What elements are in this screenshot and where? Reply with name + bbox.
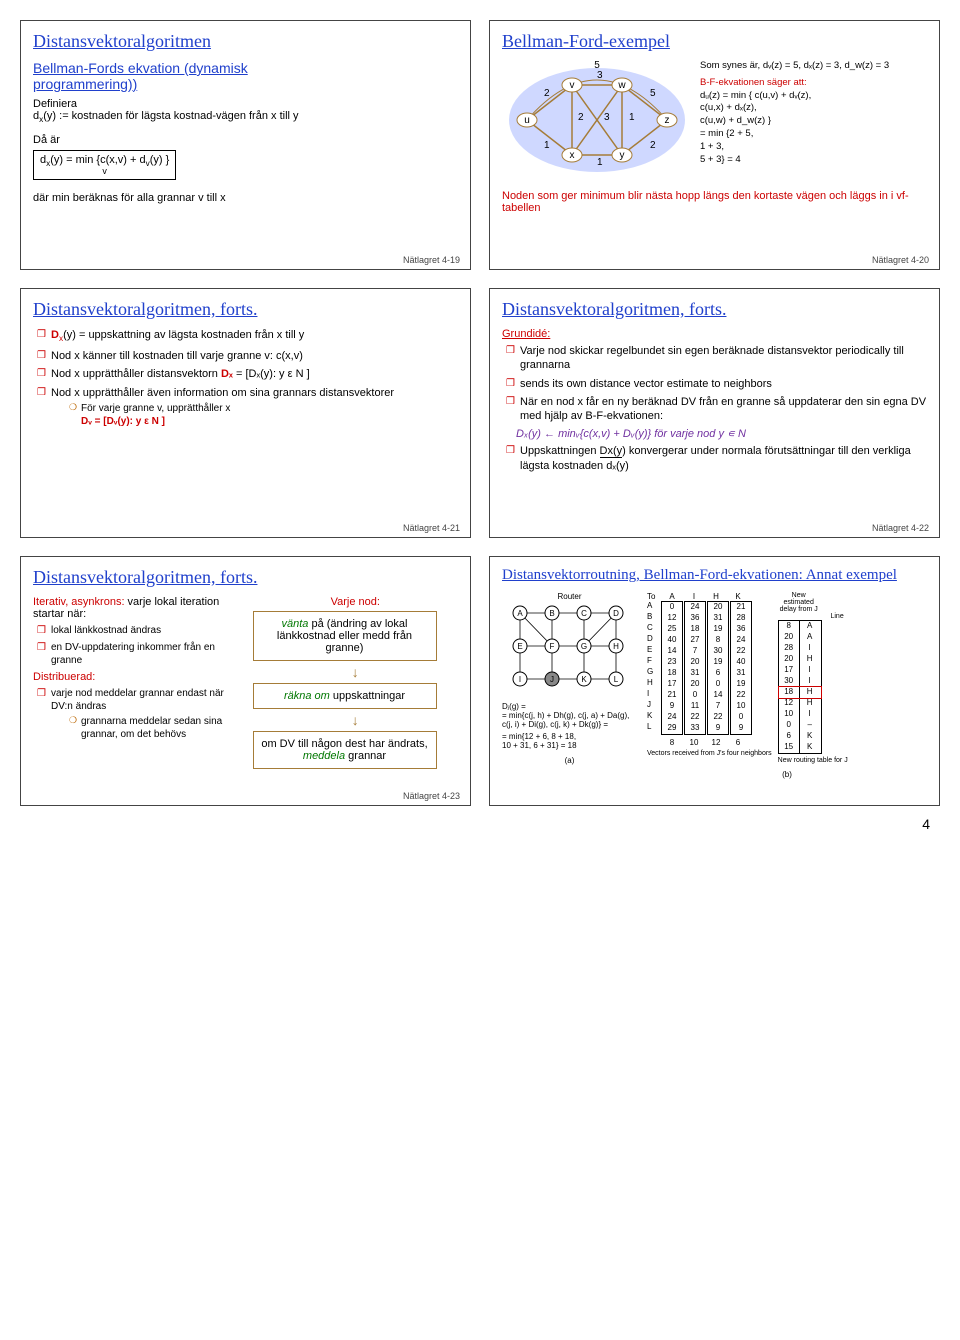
- s5-footer: Nätlagret 4-23: [403, 791, 460, 801]
- s2-bottom: Noden som ger minimum blir nästa hopp lä…: [502, 190, 927, 214]
- s2-title: Bellman-Ford-exempel: [502, 31, 927, 52]
- s3-list: Dx(y) = uppskattning av lägsta kostnaden…: [33, 328, 458, 428]
- slide-grid: Distansvektoralgoritmen Bellman-Fords ek…: [20, 20, 940, 806]
- svg-text:u: u: [524, 115, 530, 126]
- slide-6: Distansvektorroutning, Bellman-Ford-ekva…: [489, 556, 940, 806]
- svg-text:2: 2: [650, 140, 656, 151]
- s1-equation: dx(y) = min {c(x,v) + dv(y) } v: [33, 150, 176, 180]
- svg-text:H: H: [613, 642, 619, 651]
- svg-text:K: K: [581, 675, 587, 684]
- s5-title: Distansvektoralgoritmen, forts.: [33, 567, 458, 588]
- mini-graph: A B C D E F G H I J K L: [502, 601, 637, 696]
- svg-text:z: z: [665, 115, 670, 126]
- s4-title: Distansvektoralgoritmen, forts.: [502, 299, 927, 320]
- svg-text:A: A: [517, 609, 523, 618]
- s1-footer: Nätlagret 4-19: [403, 255, 460, 265]
- svg-text:D: D: [613, 609, 619, 618]
- svg-text:w: w: [617, 80, 626, 91]
- svg-text:v: v: [570, 80, 575, 91]
- svg-text:C: C: [581, 609, 587, 618]
- arrow-icon: ↓: [253, 664, 459, 680]
- s1-then: Då är: [33, 134, 458, 146]
- svg-text:B: B: [549, 609, 554, 618]
- svg-text:G: G: [581, 642, 587, 651]
- svg-text:3: 3: [604, 112, 610, 123]
- s3-title: Distansvektoralgoritmen, forts.: [33, 299, 458, 320]
- arrow-icon: ↓: [253, 712, 459, 728]
- svg-text:x: x: [570, 150, 575, 161]
- notify-box: om DV till någon dest har ändrats, medde…: [253, 731, 437, 769]
- s4-grund: Grundidé:: [502, 328, 927, 340]
- svg-text:3: 3: [597, 70, 603, 81]
- svg-text:F: F: [550, 642, 555, 651]
- svg-text:2: 2: [578, 112, 584, 123]
- page-number: 4: [20, 806, 940, 832]
- s6-title: Distansvektorroutning, Bellman-Ford-ekva…: [502, 567, 927, 584]
- s1-define: Definiera: [33, 98, 458, 110]
- s1-where: där min beräknas för alla grannar v till…: [33, 192, 458, 204]
- svg-text:5: 5: [650, 88, 656, 99]
- slide-2: Bellman-Ford-exempel 5 213211523 uvwxyz …: [489, 20, 940, 270]
- s1-sub2: programmering)): [33, 76, 458, 92]
- s3-footer: Nätlagret 4-21: [403, 523, 460, 533]
- compute-box: räkna om uppskattningar: [253, 683, 437, 709]
- graph-svg: 5 213211523 uvwxyz: [502, 60, 692, 180]
- svg-text:1: 1: [629, 112, 635, 123]
- slide-4: Distansvektoralgoritmen, forts. Grundidé…: [489, 288, 940, 538]
- s1-title: Distansvektoralgoritmen: [33, 31, 458, 52]
- s4-footer: Nätlagret 4-22: [872, 523, 929, 533]
- svg-text:I: I: [519, 675, 521, 684]
- svg-text:E: E: [517, 642, 522, 651]
- slide-5: Distansvektoralgoritmen, forts. Iterativ…: [20, 556, 471, 806]
- svg-text:2: 2: [544, 88, 550, 99]
- s2-right: Som synes är, dᵥ(z) = 5, dₓ(z) = 3, d_w(…: [700, 60, 889, 180]
- s1-dx: dx(y) := kostnaden för lägsta kostnad-vä…: [33, 110, 458, 124]
- svg-text:J: J: [550, 675, 554, 684]
- s2-footer: Nätlagret 4-20: [872, 255, 929, 265]
- slide-1: Distansvektoralgoritmen Bellman-Fords ek…: [20, 20, 471, 270]
- s4-list: Varje nod skickar regelbundet sin egen b…: [502, 344, 927, 423]
- svg-text:1: 1: [597, 157, 603, 168]
- svg-text:L: L: [614, 675, 619, 684]
- s4-list2: Uppskattningen Dx(y) konvergerar under n…: [502, 444, 927, 473]
- s4-eq: Dₓ(y) ← minᵥ{c(x,v) + Dᵥ(y)} för varje n…: [516, 427, 927, 440]
- svg-text:y: y: [620, 150, 625, 161]
- s1-sub1: Bellman-Fords ekvation (dynamisk: [33, 60, 458, 76]
- slide-3: Distansvektoralgoritmen, forts. Dx(y) = …: [20, 288, 471, 538]
- svg-text:1: 1: [544, 140, 550, 151]
- wait-box: vänta på (ändring av lokal länkkostnad e…: [253, 611, 437, 661]
